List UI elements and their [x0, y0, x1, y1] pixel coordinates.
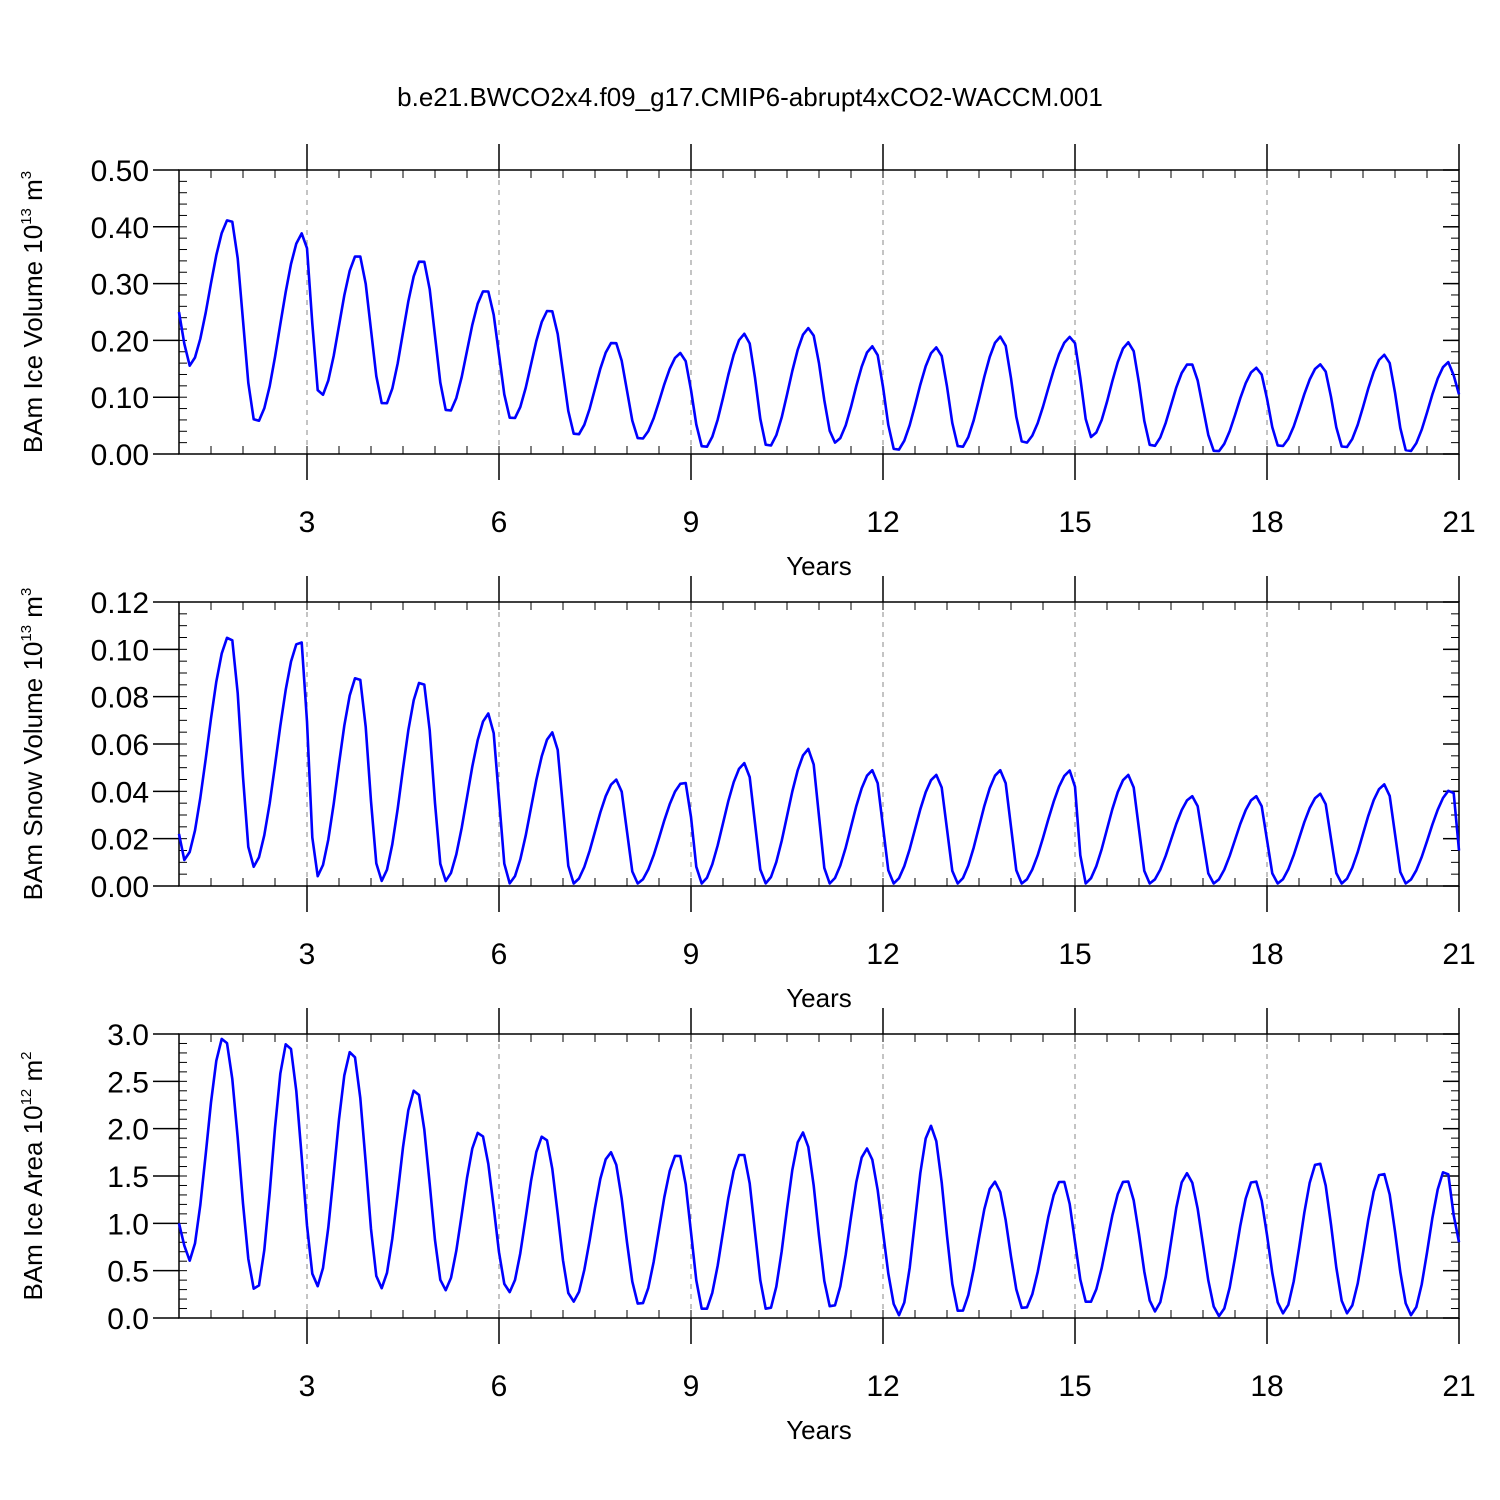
x-tick-label: 15 — [1058, 1370, 1091, 1403]
y-tick-label: 0.08 — [91, 682, 149, 715]
y-axis-label-prefix: BAm Ice Volume 10 — [18, 225, 48, 453]
x-tick-label: 9 — [683, 506, 700, 539]
y-tick-label: 2.5 — [107, 1066, 149, 1099]
data-series-line — [177, 636, 1461, 885]
y-axis-label-unit-exponent: 3 — [18, 588, 35, 596]
y-tick-label: 0.30 — [91, 269, 149, 302]
x-tick-label: 12 — [866, 506, 899, 539]
y-axis-label-unit: m — [18, 596, 48, 625]
y-axis-label-prefix: BAm Snow Volume 10 — [18, 642, 48, 901]
y-tick-label: 1.5 — [107, 1161, 149, 1194]
x-tick-label: 15 — [1058, 506, 1091, 539]
y-tick-label: 0.06 — [91, 729, 149, 762]
y-tick-label: 0.02 — [91, 824, 149, 857]
x-tick-label: 6 — [491, 506, 508, 539]
y-tick-label: 0.5 — [107, 1256, 149, 1289]
x-tick-label: 6 — [491, 938, 508, 971]
x-tick-label: 12 — [866, 1370, 899, 1403]
y-tick-label: 0.10 — [91, 634, 149, 667]
x-tick-label: 18 — [1250, 506, 1283, 539]
y-axis-label-exponent: 13 — [18, 208, 35, 225]
y-tick-label: 1.0 — [107, 1208, 149, 1241]
y-tick-label: 0.00 — [91, 439, 149, 472]
y-tick-label: 0.20 — [91, 325, 149, 358]
data-series-line — [177, 219, 1461, 453]
chart-panel-3: 0.0 0.5 1.0 1.5 2.0 2.5 3.0 3 6 9 12 15 18 21 Years BAm… — [18, 1008, 1476, 1445]
x-tick-label: 3 — [299, 1370, 316, 1403]
y-tick-label: 0.00 — [91, 871, 149, 904]
y-axis-label-exponent: 13 — [18, 625, 35, 642]
y-axis-label-unit: m — [18, 1060, 48, 1089]
x-axis-label: Years — [786, 1415, 852, 1445]
x-tick-label: 9 — [683, 938, 700, 971]
y-tick-label: 0.04 — [91, 776, 149, 809]
y-tick-label: 0.50 — [91, 155, 149, 188]
x-tick-label: 9 — [683, 1370, 700, 1403]
y-tick-label: 0.40 — [91, 212, 149, 245]
y-axis-label: BAm Snow Volume 1013 m3 — [18, 588, 48, 901]
figure-title: b.e21.BWCO2x4.f09_g17.CMIP6-abrupt4xCO2-… — [397, 82, 1103, 112]
y-tick-label: 0.0 — [107, 1303, 149, 1336]
y-tick-label: 2.0 — [107, 1114, 149, 1147]
x-tick-label: 21 — [1442, 506, 1475, 539]
x-tick-label: 12 — [866, 938, 899, 971]
x-axis-label: Years — [786, 551, 852, 581]
y-axis-label-prefix: BAm Ice Area 10 — [18, 1105, 48, 1300]
x-tick-label: 18 — [1250, 1370, 1283, 1403]
y-tick-label: 3.0 — [107, 1019, 149, 1052]
x-tick-label: 21 — [1442, 938, 1475, 971]
y-axis-label-unit: m — [18, 179, 48, 208]
x-tick-label: 21 — [1442, 1370, 1475, 1403]
y-tick-label: 0.12 — [91, 587, 149, 620]
y-axis-label: BAm Ice Volume 1013 m3 — [18, 171, 48, 453]
y-axis-label-unit-exponent: 2 — [18, 1051, 35, 1059]
y-axis-label: BAm Ice Area 1012 m2 — [18, 1051, 48, 1300]
data-series-line — [177, 1037, 1461, 1318]
x-tick-label: 6 — [491, 1370, 508, 1403]
chart-panel-1: 0.00 0.10 0.20 0.30 0.40 0.50 3 6 9 12 15 18 21 Years… — [18, 144, 1476, 581]
x-tick-label: 3 — [299, 506, 316, 539]
y-tick-label: 0.10 — [91, 382, 149, 415]
chart-panel-2: 0.00 0.02 0.04 0.06 0.08 0.10 0.12 3 6 9 12 15 18 21 Y… — [18, 576, 1476, 1013]
x-tick-label: 15 — [1058, 938, 1091, 971]
y-axis-label-exponent: 12 — [18, 1089, 35, 1106]
x-axis-label: Years — [786, 983, 852, 1013]
y-axis-label-unit-exponent: 3 — [18, 171, 35, 179]
x-tick-label: 18 — [1250, 938, 1283, 971]
x-tick-label: 3 — [299, 938, 316, 971]
